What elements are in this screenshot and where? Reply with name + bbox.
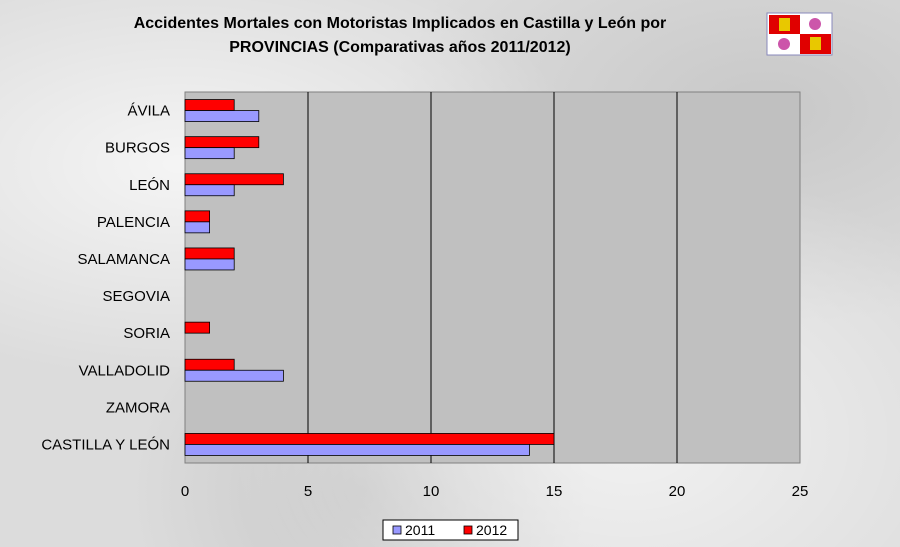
flag-icon [766, 12, 833, 56]
x-tick-label: 0 [181, 483, 189, 500]
bar-2011 [184, 369, 284, 382]
y-tick-label: SEGOVIA [102, 288, 170, 305]
legend-swatch-2011 [392, 525, 402, 535]
bar-2012 [184, 358, 235, 371]
plot-area [184, 91, 801, 464]
bar-2012 [184, 210, 211, 223]
x-tick-label: 15 [546, 483, 563, 500]
y-tick-label: BURGOS [105, 140, 170, 157]
bar-2011 [184, 184, 235, 197]
y-tick-label: CASTILLA Y LEÓN [41, 436, 170, 453]
y-tick-label: LEÓN [129, 177, 170, 194]
bar-2011 [184, 258, 235, 271]
bar-2012 [184, 136, 260, 149]
bar-2011 [184, 221, 211, 234]
bar-2012 [184, 247, 235, 260]
chart-title-line2: PROVINCIAS (Comparativas años 2011/2012) [229, 39, 570, 56]
legend-swatch-2012 [463, 525, 473, 535]
bar-2011 [184, 444, 530, 456]
x-tick-label: 10 [423, 483, 440, 500]
y-tick-label: ÁVILA [127, 103, 170, 120]
bar-2012 [184, 173, 284, 186]
y-tick-label: SALAMANCA [77, 251, 170, 268]
bar-2012 [184, 321, 211, 334]
bar-2011 [184, 147, 235, 160]
y-tick-label: VALLADOLID [79, 362, 171, 379]
legend: 2011 2012 [382, 519, 519, 541]
bar-2012 [184, 433, 555, 445]
bar-2012 [184, 99, 235, 111]
legend-label-2012: 2012 [476, 522, 507, 538]
y-tick-label: ZAMORA [106, 399, 170, 416]
x-tick-label: 5 [304, 483, 312, 500]
x-tick-label: 25 [792, 483, 809, 500]
legend-label-2011: 2011 [405, 522, 435, 538]
y-tick-label: SORIA [123, 325, 170, 342]
chart-title-line1: Accidentes Mortales con Motoristas Impli… [134, 15, 667, 32]
y-tick-label: PALENCIA [97, 214, 170, 231]
x-tick-label: 20 [669, 483, 686, 500]
bar-2011 [184, 110, 260, 122]
